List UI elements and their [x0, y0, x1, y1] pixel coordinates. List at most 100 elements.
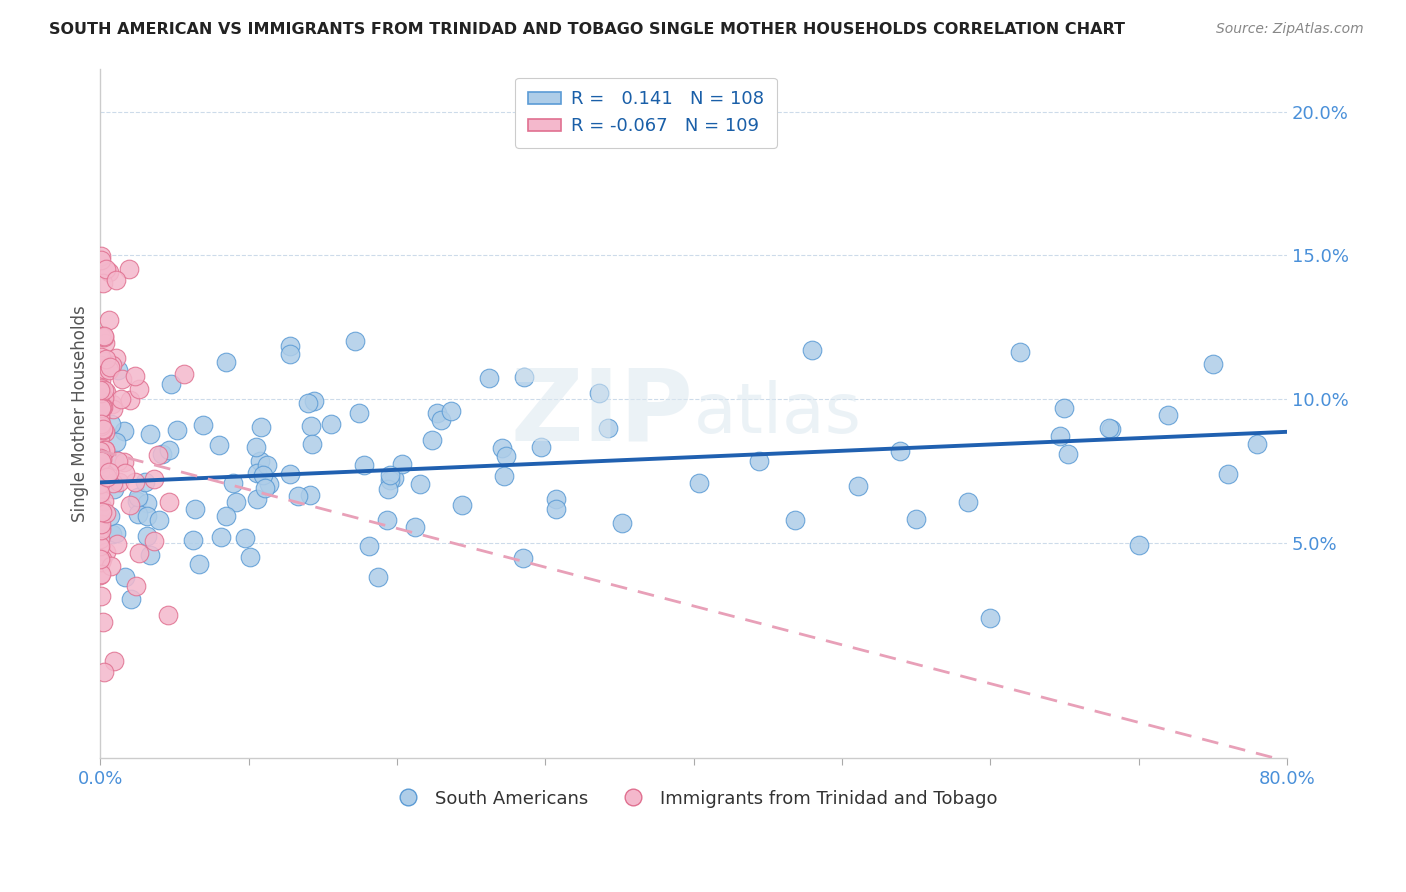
Point [104, 273, 127, 287]
Point [512, 551, 534, 566]
Point [748, 454, 770, 468]
Point [128, 545, 150, 559]
Point [91, 500, 114, 515]
Point [139, 548, 162, 562]
Point [278, 339, 301, 353]
Point [380, 473, 402, 487]
Point [103, 402, 125, 417]
Point [239, 549, 262, 564]
Point [688, 476, 710, 491]
Point [278, 347, 301, 361]
Point [382, 471, 405, 485]
Point [225, 495, 247, 509]
Point [90, 450, 112, 464]
Point [112, 424, 135, 438]
Point [89, 382, 111, 396]
Point [93, 383, 115, 397]
Point [136, 529, 159, 543]
Point [89, 443, 111, 458]
Point [127, 507, 149, 521]
Point [546, 491, 568, 506]
Point [298, 488, 321, 502]
Point [1128, 538, 1150, 552]
Point [302, 393, 325, 408]
Point [90, 516, 112, 531]
Point [124, 368, 146, 383]
Point [118, 393, 141, 408]
Point [166, 423, 188, 437]
Point [378, 468, 401, 483]
Point [1202, 357, 1225, 371]
Point [96, 262, 118, 277]
Point [89, 467, 111, 481]
Point [101, 358, 124, 372]
Point [90, 401, 112, 415]
Point [209, 531, 232, 545]
Point [90, 448, 112, 462]
Point [134, 475, 156, 489]
Point [440, 404, 463, 418]
Point [90, 358, 112, 372]
Point [188, 557, 211, 571]
Point [278, 467, 301, 481]
Point [150, 447, 173, 461]
Point [96, 352, 118, 367]
Point [343, 334, 366, 349]
Point [91, 451, 114, 466]
Point [90, 456, 112, 470]
Point [89, 552, 111, 566]
Point [90, 418, 112, 433]
Point [1049, 429, 1071, 443]
Point [89, 476, 111, 491]
Point [91, 276, 114, 290]
Point [89, 383, 111, 397]
Point [124, 475, 146, 489]
Point [391, 458, 413, 472]
Point [89, 403, 111, 417]
Point [90, 401, 112, 415]
Point [246, 466, 269, 480]
Legend: South Americans, Immigrants from Trinidad and Tobago: South Americans, Immigrants from Trinida… [382, 782, 1005, 815]
Point [104, 435, 127, 450]
Point [173, 367, 195, 381]
Point [90, 519, 112, 533]
Point [148, 513, 170, 527]
Point [107, 454, 129, 468]
Point [127, 493, 149, 508]
Point [90, 253, 112, 268]
Point [90, 454, 112, 468]
Point [114, 570, 136, 584]
Point [357, 539, 380, 553]
Point [98, 509, 121, 524]
Point [299, 418, 322, 433]
Point [246, 492, 269, 507]
Point [450, 498, 472, 512]
Point [101, 397, 124, 411]
Point [979, 611, 1001, 625]
Point [256, 458, 278, 472]
Point [785, 513, 807, 527]
Point [215, 509, 238, 524]
Point [1053, 401, 1076, 415]
Point [245, 440, 267, 454]
Point [94, 506, 117, 520]
Text: SOUTH AMERICAN VS IMMIGRANTS FROM TRINIDAD AND TOBAGO SINGLE MOTHER HOUSEHOLDS C: SOUTH AMERICAN VS IMMIGRANTS FROM TRINID… [49, 22, 1125, 37]
Point [252, 468, 274, 483]
Point [90, 249, 112, 263]
Point [846, 478, 869, 492]
Point [97, 265, 120, 279]
Point [125, 579, 148, 593]
Point [89, 430, 111, 444]
Point [347, 406, 370, 420]
Point [90, 396, 112, 410]
Point [90, 589, 112, 603]
Point [1008, 344, 1031, 359]
Point [120, 591, 142, 606]
Point [89, 424, 111, 438]
Point [181, 533, 204, 547]
Point [93, 493, 115, 508]
Point [93, 329, 115, 343]
Point [104, 351, 127, 365]
Point [494, 469, 516, 483]
Point [112, 455, 135, 469]
